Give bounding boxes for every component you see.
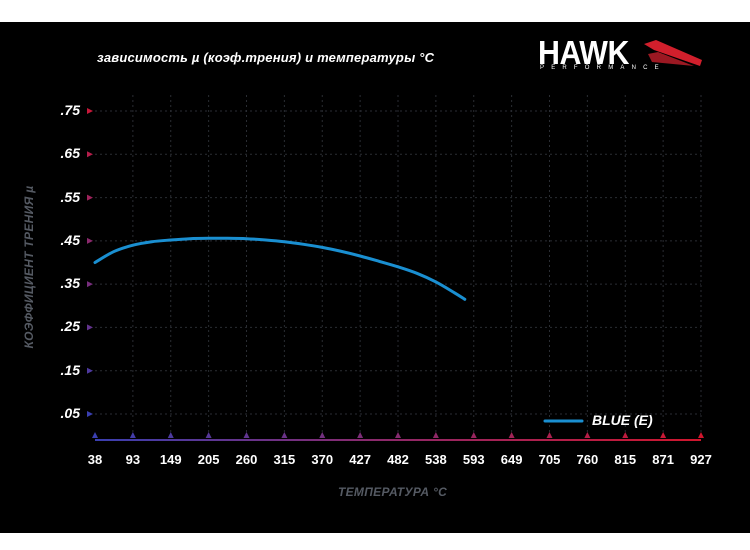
x-tick-label: 538 [425, 452, 447, 467]
x-axis-label: ТЕМПЕРАТУРА °С [338, 485, 448, 499]
y-tick-mark [87, 194, 93, 201]
y-tick-label: .45 [60, 231, 80, 248]
x-tick-label: 760 [576, 452, 599, 467]
y-tick-mark [87, 411, 93, 417]
x-tick-mark [395, 432, 401, 438]
x-tick-label: 815 [614, 452, 637, 467]
x-tick-label: 93 [125, 452, 141, 467]
x-tick-label: 315 [273, 452, 296, 467]
x-tick-mark [167, 432, 174, 438]
y-tick-label: .75 [60, 102, 80, 118]
x-tick-mark [622, 432, 629, 438]
series-layer [93, 236, 467, 301]
x-tick-mark [319, 432, 326, 438]
x-tick-label: 260 [235, 452, 258, 467]
x-tick-label: 38 [87, 452, 103, 467]
legend-label: BLUE (E) [592, 412, 653, 428]
x-tick-label: 927 [690, 452, 712, 467]
x-tick-mark [546, 432, 553, 438]
x-tick-mark [470, 432, 477, 438]
x-tick-label: 205 [197, 452, 220, 467]
y-tick-mark [87, 108, 93, 114]
x-tick-mark [698, 432, 704, 438]
y-tick-mark [87, 367, 93, 374]
y-tick-label: .05 [60, 405, 80, 421]
x-tick-label: 871 [652, 452, 674, 467]
x-tick-mark [508, 432, 515, 438]
x-tick-mark [129, 432, 136, 438]
y-tick-mark [87, 324, 93, 331]
y-tick-mark [87, 281, 93, 288]
x-tick-mark [432, 432, 439, 438]
x-tick-label: 427 [349, 452, 371, 467]
y-tick-label: .55 [60, 188, 80, 205]
x-tick-label: 370 [311, 452, 334, 467]
series-line-blue-e [93, 236, 467, 301]
x-tick-mark [357, 432, 364, 438]
y-tick-label: .15 [60, 361, 80, 378]
hawk-wing-icon [644, 40, 702, 66]
x-tick-mark [584, 432, 591, 438]
y-tick-label: .25 [60, 318, 80, 335]
y-tick-mark [87, 237, 93, 244]
x-tick-label: 149 [159, 452, 182, 467]
x-tick-label: 593 [462, 452, 485, 467]
chart-title: зависимость µ (коэф.трения) и температур… [97, 50, 435, 65]
x-tick-mark [205, 432, 212, 438]
x-tick-label: 649 [500, 452, 523, 467]
hawk-logo: HAWK PERFORMANCE [538, 36, 703, 78]
x-tick-mark [243, 432, 250, 438]
axes [94, 95, 701, 441]
y-tick-label: .65 [60, 145, 80, 162]
x-tick-mark [92, 432, 98, 438]
y-tick-mark [87, 151, 93, 158]
y-tick-label: .35 [60, 275, 80, 292]
x-tick-mark [660, 432, 667, 438]
x-tick-label: 705 [538, 452, 561, 467]
logo-wordmark: HAWK [538, 34, 629, 71]
x-axis-line [95, 439, 701, 441]
logo-subtitle: PERFORMANCE [540, 65, 666, 71]
x-tick-mark [281, 432, 288, 438]
y-axis-label-text: КОЭФФИЦИЕНТ ТРЕНИЯ µ [22, 185, 36, 349]
chart-panel [0, 22, 750, 533]
grid-lines [95, 95, 702, 440]
axis-ticks [87, 108, 704, 438]
x-tick-label: 482 [387, 452, 409, 467]
